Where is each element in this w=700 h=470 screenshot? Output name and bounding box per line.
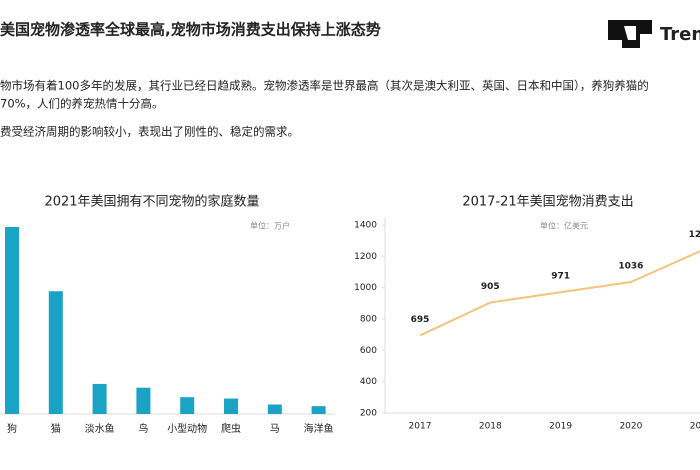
- chart-title: 2017-21年美国宠物消费支出: [462, 194, 633, 210]
- data-label: 1236: [689, 230, 700, 240]
- data-label: 905: [481, 282, 500, 292]
- y-tick-label: 600: [360, 346, 377, 356]
- bar: [136, 387, 151, 414]
- x-tick-label: 狗: [7, 422, 17, 435]
- logo-text: Tren: [660, 24, 700, 45]
- bar: [267, 404, 282, 414]
- unit-label: 单位：亿美元: [540, 221, 588, 231]
- y-tick-label: 1400: [354, 221, 377, 231]
- x-tick-label: 2021: [690, 422, 700, 432]
- x-tick-label: 鸟: [138, 422, 148, 435]
- bar: [5, 227, 19, 414]
- chart-title: 2021年美国拥有不同宠物的家庭数量: [44, 194, 259, 210]
- paragraph: 费受经济周期的影响较小，表现出了刚性的、稳定的需求。: [0, 125, 299, 139]
- data-label: 695: [411, 315, 430, 325]
- y-tick-label: 800: [360, 315, 377, 325]
- data-label: 971: [551, 272, 570, 282]
- bar: [48, 291, 63, 414]
- slide-title: 美国宠物渗透率全球最高,宠物市场消费支出保持上涨态势: [0, 21, 381, 39]
- x-tick-label: 淡水鱼: [85, 422, 115, 435]
- bar: [224, 398, 238, 414]
- bar: [180, 397, 195, 414]
- y-tick-label: 1000: [354, 283, 377, 293]
- x-tick-label: 海洋鱼: [304, 422, 334, 435]
- y-tick-label: 400: [360, 377, 377, 387]
- line: [419, 250, 700, 337]
- x-tick-label: 2019: [549, 422, 572, 432]
- paragraph: 物市场有着100多年的发展，其行业已经日趋成熟。宠物渗透率是世界最高（其次是澳大…: [0, 79, 649, 93]
- paragraph: 70%，人们的养宠热情十分高。: [0, 97, 164, 111]
- x-tick-label: 2017: [409, 422, 432, 432]
- x-tick-label: 爬虫: [221, 423, 241, 435]
- x-tick-label: 2018: [479, 422, 502, 432]
- unit-label: 单位：万户: [250, 221, 290, 231]
- x-tick-label: 猫: [51, 422, 61, 435]
- data-label: 1036: [618, 262, 643, 272]
- y-tick-label: 200: [360, 409, 377, 419]
- bar: [311, 406, 326, 414]
- y-tick-label: 1200: [354, 252, 377, 262]
- x-tick-label: 马: [270, 423, 280, 435]
- logo-mark-inner: [624, 26, 636, 40]
- x-tick-label: 小型动物: [167, 422, 207, 435]
- bar: [92, 383, 107, 414]
- x-tick-label: 2020: [619, 422, 642, 432]
